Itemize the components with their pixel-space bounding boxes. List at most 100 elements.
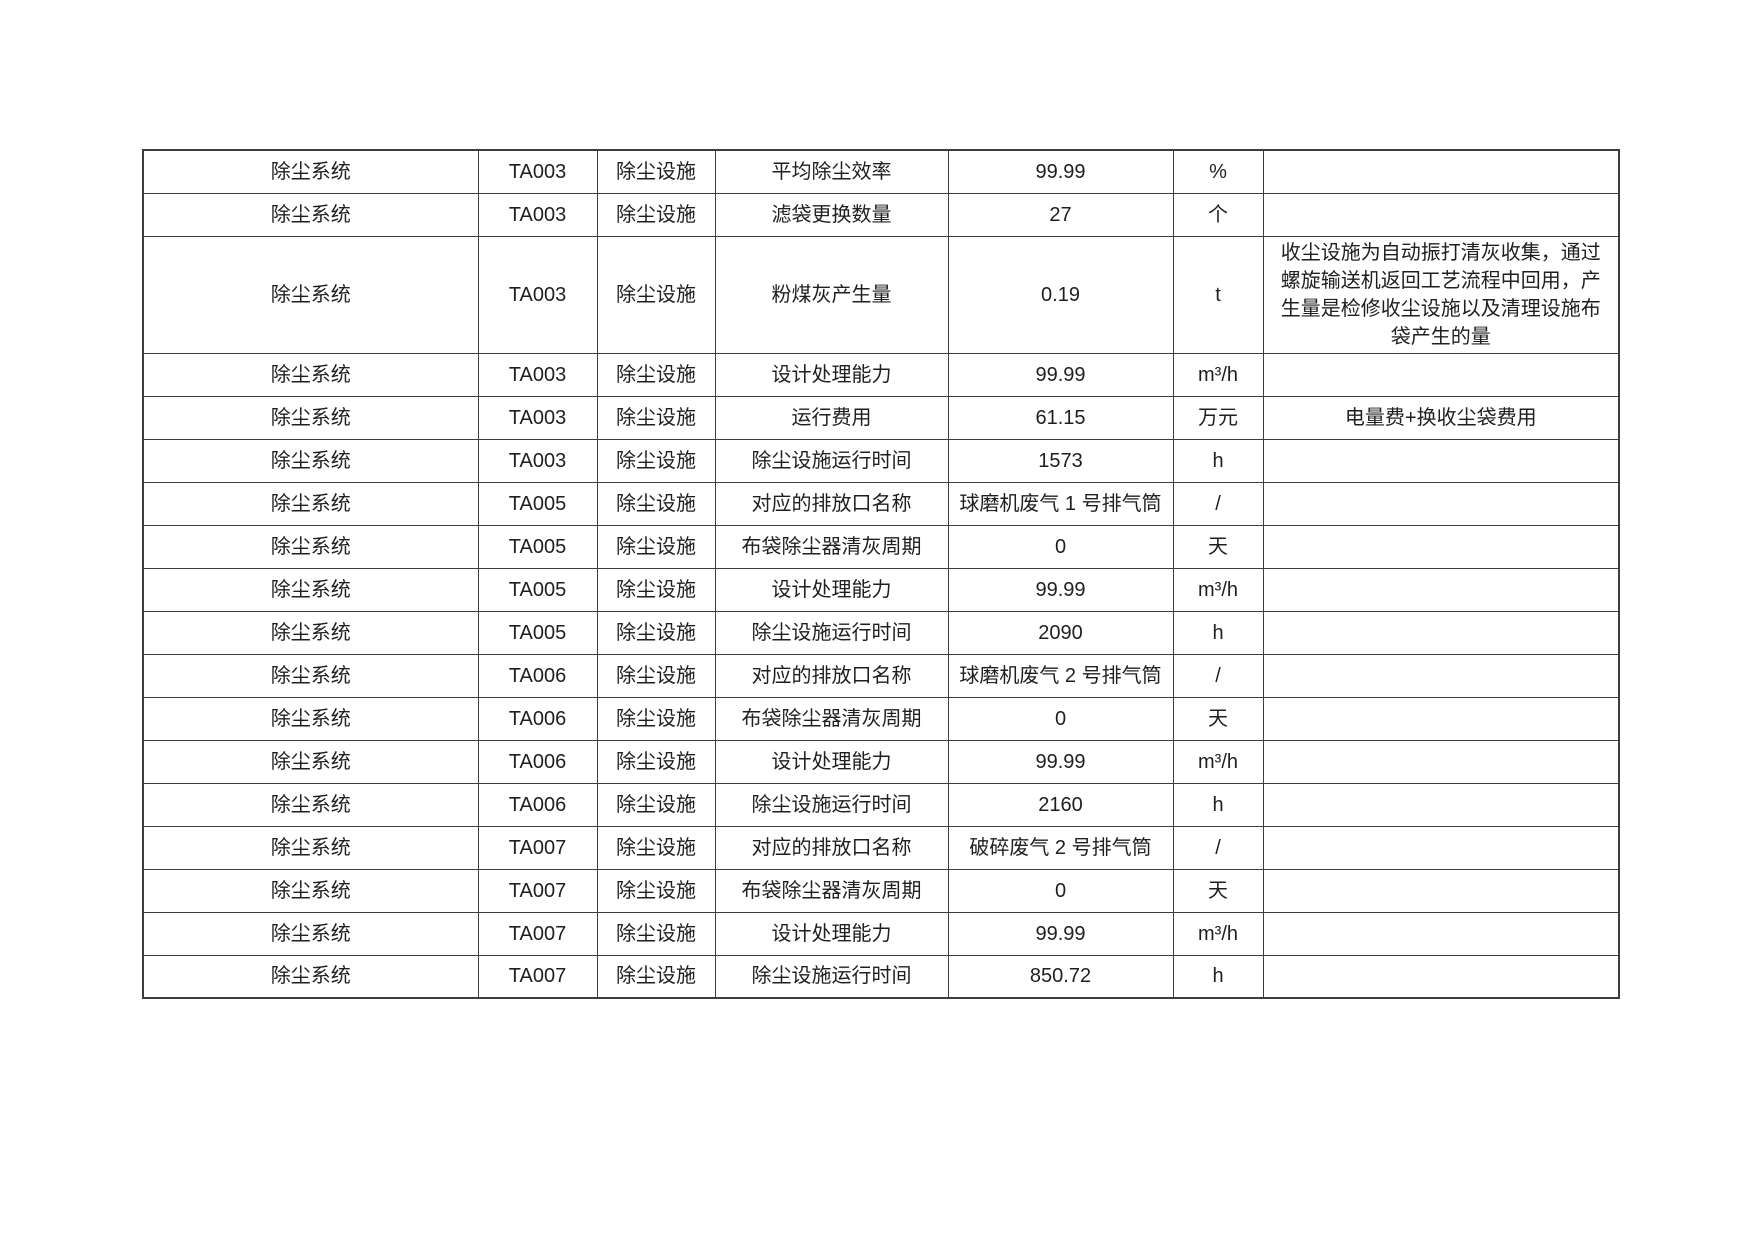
cell-facility: 除尘设施 (596, 610, 716, 655)
cell-unit: t (1172, 235, 1264, 354)
cell-unit: m³/h (1172, 567, 1264, 612)
cell-unit: m³/h (1172, 352, 1264, 397)
cell-code: TA007 (477, 825, 598, 870)
cell-remark (1262, 739, 1620, 784)
cell-system: 除尘系统 (142, 610, 479, 655)
table-row: 除尘系统 TA003 除尘设施 运行费用 61.15 万元 电量费+换收尘袋费用 (142, 395, 1620, 440)
cell-parameter: 滤袋更换数量 (714, 192, 949, 237)
cell-parameter: 平均除尘效率 (714, 149, 949, 194)
cell-remark (1262, 192, 1620, 237)
cell-parameter: 除尘设施运行时间 (714, 954, 949, 999)
cell-value: 99.99 (947, 352, 1174, 397)
table-row: 除尘系统 TA006 除尘设施 对应的排放口名称 球磨机废气 2 号排气筒 / (142, 653, 1620, 698)
cell-facility: 除尘设施 (596, 567, 716, 612)
cell-system: 除尘系统 (142, 149, 479, 194)
cell-unit: 万元 (1172, 395, 1264, 440)
cell-facility: 除尘设施 (596, 696, 716, 741)
cell-code: TA005 (477, 610, 598, 655)
cell-system: 除尘系统 (142, 567, 479, 612)
cell-code: TA003 (477, 192, 598, 237)
cell-facility: 除尘设施 (596, 395, 716, 440)
cell-unit: 天 (1172, 696, 1264, 741)
cell-unit: m³/h (1172, 739, 1264, 784)
table-row: 除尘系统 TA007 除尘设施 除尘设施运行时间 850.72 h (142, 954, 1620, 999)
cell-system: 除尘系统 (142, 481, 479, 526)
cell-facility: 除尘设施 (596, 192, 716, 237)
cell-facility: 除尘设施 (596, 438, 716, 483)
cell-value: 球磨机废气 2 号排气筒 (947, 653, 1174, 698)
cell-system: 除尘系统 (142, 911, 479, 956)
cell-value: 2160 (947, 782, 1174, 827)
cell-system: 除尘系统 (142, 524, 479, 569)
table-row: 除尘系统 TA003 除尘设施 平均除尘效率 99.99% (142, 149, 1620, 194)
cell-value: 0.19 (947, 235, 1174, 354)
cell-remark (1262, 782, 1620, 827)
cell-code: TA005 (477, 481, 598, 526)
cell-remark (1262, 610, 1620, 655)
cell-code: TA005 (477, 567, 598, 612)
cell-parameter: 设计处理能力 (714, 739, 949, 784)
cell-unit: h (1172, 438, 1264, 483)
cell-remark (1262, 868, 1620, 913)
cell-remark (1262, 911, 1620, 956)
cell-value: 850.72 (947, 954, 1174, 999)
cell-facility: 除尘设施 (596, 911, 716, 956)
table-row: 除尘系统 TA006 除尘设施 布袋除尘器清灰周期 0 天 (142, 696, 1620, 741)
cell-value: 球磨机废气 1 号排气筒 (947, 481, 1174, 526)
cell-code: TA003 (477, 235, 598, 354)
cell-value: 2090 (947, 610, 1174, 655)
cell-system: 除尘系统 (142, 395, 479, 440)
cell-parameter: 设计处理能力 (714, 352, 949, 397)
cell-system: 除尘系统 (142, 782, 479, 827)
cell-remark (1262, 954, 1620, 999)
table-row: 除尘系统 TA007 除尘设施 布袋除尘器清灰周期 0 天 (142, 868, 1620, 913)
table-row: 除尘系统 TA003 除尘设施 除尘设施运行时间 1573 h (142, 438, 1620, 483)
cell-remark (1262, 825, 1620, 870)
cell-unit: 天 (1172, 868, 1264, 913)
cell-value: 破碎废气 2 号排气筒 (947, 825, 1174, 870)
cell-remark (1262, 438, 1620, 483)
cell-parameter: 对应的排放口名称 (714, 481, 949, 526)
cell-system: 除尘系统 (142, 352, 479, 397)
cell-remark (1262, 696, 1620, 741)
cell-facility: 除尘设施 (596, 782, 716, 827)
cell-value: 99.99 (947, 739, 1174, 784)
cell-unit: h (1172, 610, 1264, 655)
cell-unit: % (1172, 149, 1264, 194)
cell-remark (1262, 352, 1620, 397)
table-row: 除尘系统 TA005 除尘设施 除尘设施运行时间 2090 h (142, 610, 1620, 655)
cell-value: 1573 (947, 438, 1174, 483)
cell-value: 0 (947, 868, 1174, 913)
cell-unit: / (1172, 481, 1264, 526)
cell-facility: 除尘设施 (596, 825, 716, 870)
cell-remark (1262, 653, 1620, 698)
table-body: 除尘系统 TA003 除尘设施 平均除尘效率 99.99% 除尘系统 TA003 除尘设施 滤袋… (142, 149, 1620, 999)
cell-facility: 除尘设施 (596, 352, 716, 397)
table-row: 除尘系统 TA006 除尘设施 设计处理能力 99.99 m³/h (142, 739, 1620, 784)
cell-unit: 个 (1172, 192, 1264, 237)
cell-system: 除尘系统 (142, 438, 479, 483)
cell-facility: 除尘设施 (596, 524, 716, 569)
cell-remark: 电量费+换收尘袋费用 (1262, 395, 1620, 440)
cell-parameter: 除尘设施运行时间 (714, 610, 949, 655)
cell-parameter: 粉煤灰产生量 (714, 235, 949, 354)
cell-system: 除尘系统 (142, 235, 479, 354)
table-row: 除尘系统 TA003 除尘设施 粉煤灰产生量 0.19 t 收尘设施为自动振打清灰收集，通过… (142, 235, 1620, 354)
cell-code: TA007 (477, 868, 598, 913)
cell-unit: h (1172, 782, 1264, 827)
cell-parameter: 除尘设施运行时间 (714, 782, 949, 827)
cell-unit: / (1172, 825, 1264, 870)
table-row: 除尘系统 TA007 除尘设施 对应的排放口名称 破碎废气 2 号排气筒 / (142, 825, 1620, 870)
cell-code: TA007 (477, 954, 598, 999)
cell-unit: m³/h (1172, 911, 1264, 956)
cell-facility: 除尘设施 (596, 481, 716, 526)
cell-unit: h (1172, 954, 1264, 999)
cell-system: 除尘系统 (142, 653, 479, 698)
cell-facility: 除尘设施 (596, 868, 716, 913)
cell-unit: / (1172, 653, 1264, 698)
table-row: 除尘系统 TA003 除尘设施 滤袋更换数量 27 个 (142, 192, 1620, 237)
cell-code: TA005 (477, 524, 598, 569)
cell-code: TA003 (477, 395, 598, 440)
cell-parameter: 运行费用 (714, 395, 949, 440)
